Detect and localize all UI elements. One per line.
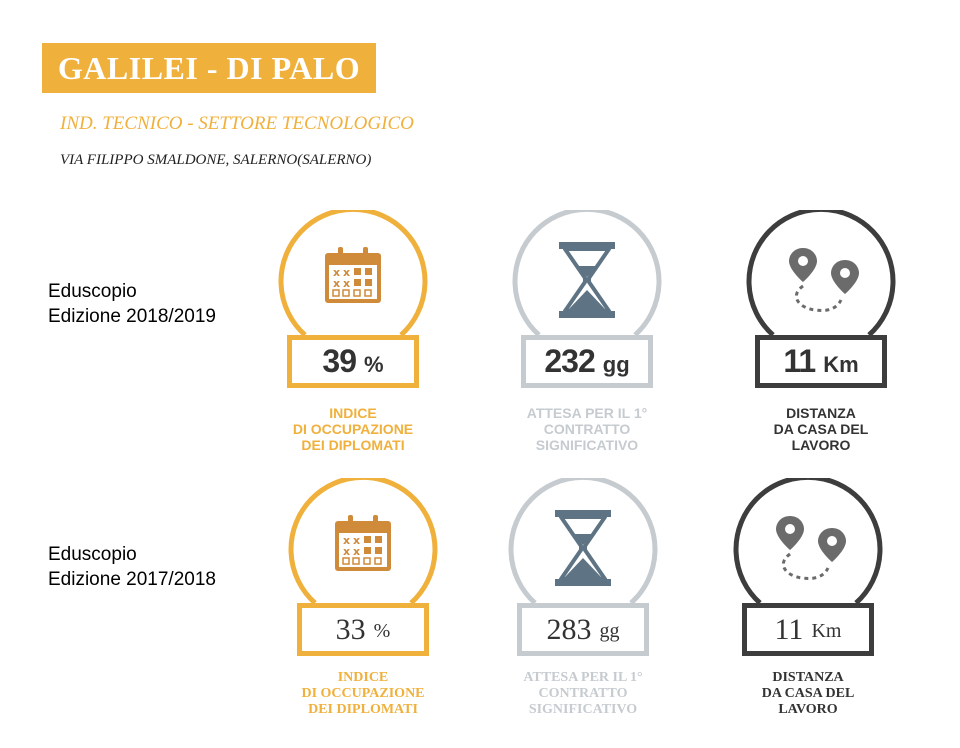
edition-brand: Eduscopio	[48, 281, 137, 302]
distanza-unit: Km	[823, 351, 859, 377]
badge-circle	[512, 210, 662, 337]
svg-text:x: x	[343, 277, 350, 290]
attesa-value: 232	[544, 343, 595, 379]
svg-text:x: x	[343, 266, 350, 279]
occupazione-caption: INDICE DI OCCUPAZIONE DEI DIPLOMATI	[267, 405, 439, 453]
distanza-caption: DISTANZA DA CASA DEL LAVORO	[722, 670, 894, 718]
calendar-icon: x x x x	[325, 247, 381, 303]
school-address: VIA FILIPPO SMALDONE, SALERNO(SALERNO)	[60, 152, 372, 168]
badge-circle	[278, 210, 428, 337]
svg-text:x: x	[333, 277, 340, 290]
attesa-card-2018: 283 gg ATTESA PER IL 1° CONTRATTO SIGNIF…	[507, 478, 677, 717]
school-title: GALILEI - DI PALO	[42, 43, 376, 93]
edition-brand: Eduscopio	[48, 544, 137, 565]
caption-line: LAVORO	[791, 437, 851, 453]
distanza-value: 11	[774, 612, 804, 646]
attesa-caption: ATTESA PER IL 1° CONTRATTO SIGNIFICATIVO	[501, 405, 673, 453]
occupazione-card-2018: x x x x 33 % INDICE DI OCCUPAZIONE DEI D…	[287, 478, 457, 717]
occupazione-value: 39	[322, 343, 357, 379]
caption-line: ATTESA PER IL 1°	[523, 670, 643, 685]
occupazione-value-box: 39 %	[287, 335, 419, 388]
attesa-caption: ATTESA PER IL 1° CONTRATTO SIGNIFICATIVO	[497, 670, 669, 718]
caption-line: CONTRATTO	[538, 686, 628, 701]
distanza-value-box: 11 Km	[742, 603, 874, 656]
occupazione-caption: INDICE DI OCCUPAZIONE DEI DIPLOMATI	[277, 670, 449, 718]
calendar-icon: x x x x	[335, 515, 391, 571]
route-pins-icon	[776, 516, 846, 580]
svg-text:x: x	[343, 545, 350, 558]
badge-circle	[733, 478, 883, 605]
caption-line: SIGNIFICATIVO	[535, 437, 639, 453]
distanza-card-2018: 11 Km DISTANZA DA CASA DEL LAVORO	[732, 478, 902, 717]
attesa-value: 283	[546, 612, 592, 646]
edition-year: Edizione 2017/2018	[48, 569, 216, 590]
distanza-card-2019: 11 Km DISTANZA DA CASA DEL LAVORO	[745, 210, 915, 453]
caption-line: DI OCCUPAZIONE	[301, 686, 425, 701]
occupazione-value: 33	[335, 612, 366, 646]
caption-line: DEI DIPLOMATI	[301, 437, 405, 453]
occupazione-unit: %	[373, 620, 391, 642]
attesa-value-box: 283 gg	[517, 603, 649, 656]
edition-label-2019: Eduscopio Edizione 2018/2019	[48, 279, 216, 329]
caption-line: DA CASA DEL	[761, 686, 855, 701]
distanza-value-box: 11 Km	[755, 335, 887, 388]
distanza-caption: DISTANZA DA CASA DEL LAVORO	[735, 405, 907, 453]
edition-year: Edizione 2018/2019	[48, 306, 216, 327]
distanza-value: 11	[783, 343, 816, 379]
caption-line: SIGNIFICATIVO	[528, 702, 638, 717]
svg-text:x: x	[333, 266, 340, 279]
caption-line: LAVORO	[778, 702, 838, 717]
caption-line: INDICE	[337, 670, 389, 685]
attesa-unit: gg	[599, 620, 620, 642]
occupazione-card-2019: x x x x 39 % INDICE DI OCCUPAZIONE DEI D…	[277, 210, 447, 453]
distanza-unit: Km	[811, 620, 842, 642]
caption-line: ATTESA PER IL 1°	[526, 405, 648, 421]
route-pins-icon	[789, 248, 859, 312]
svg-text:x: x	[343, 534, 350, 547]
caption-line: INDICE	[329, 405, 377, 421]
caption-line: CONTRATTO	[543, 421, 631, 437]
caption-line: DEI DIPLOMATI	[308, 702, 418, 717]
attesa-value-box: 232 gg	[521, 335, 653, 388]
edition-label-2018: Eduscopio Edizione 2017/2018	[48, 542, 216, 592]
badge-circle	[746, 210, 896, 337]
hourglass-icon	[555, 510, 611, 586]
svg-text:x: x	[353, 534, 360, 547]
attesa-unit: gg	[602, 351, 630, 377]
badge-circle	[508, 478, 658, 605]
occupazione-value-box: 33 %	[297, 603, 429, 656]
attesa-card-2019: 232 gg ATTESA PER IL 1° CONTRATTO SIGNIF…	[511, 210, 681, 453]
caption-line: DISTANZA	[772, 670, 844, 685]
occupazione-unit: %	[364, 351, 384, 377]
caption-line: DA CASA DEL	[773, 421, 869, 437]
school-type: IND. TECNICO - SETTORE TECNOLOGICO	[60, 113, 414, 134]
badge-circle	[288, 478, 438, 605]
hourglass-icon	[559, 242, 615, 318]
caption-line: DI OCCUPAZIONE	[292, 421, 414, 437]
caption-line: DISTANZA	[786, 405, 856, 421]
svg-text:x: x	[353, 545, 360, 558]
